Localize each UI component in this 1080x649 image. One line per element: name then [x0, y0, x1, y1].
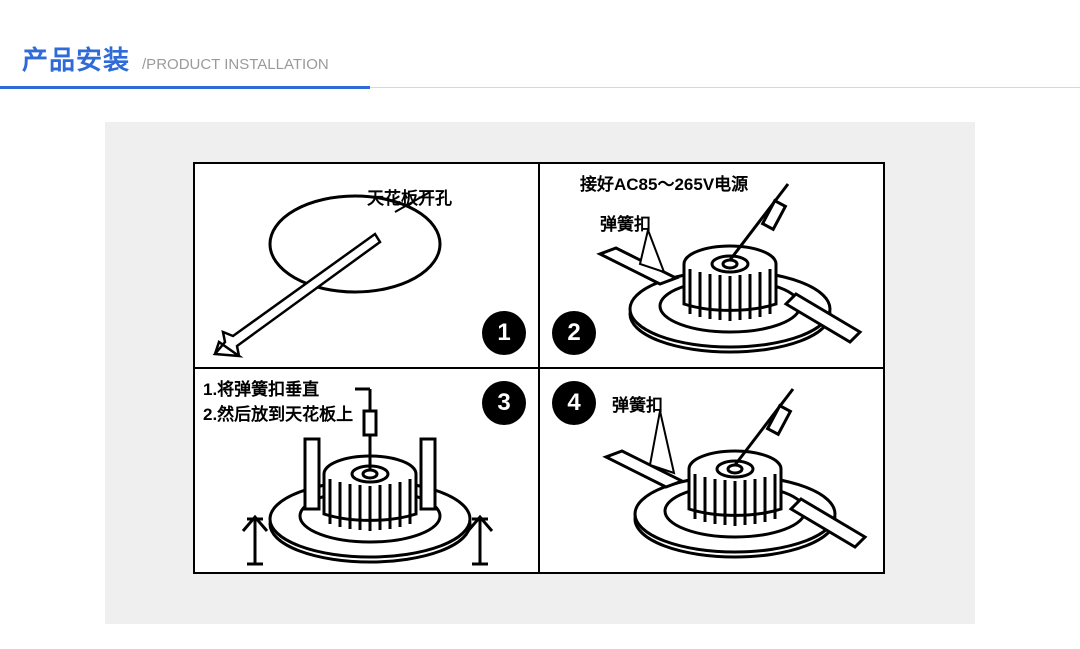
- step-panel-3: 1.将弹簧扣垂直 2.然后放到天花板上 3: [194, 368, 539, 573]
- diagram-canvas: 天花板开孔 1: [105, 122, 975, 624]
- step-2-label-1: 弹簧扣: [600, 210, 651, 235]
- header-underline: [0, 86, 370, 89]
- step-1-label-0: 天花板开孔: [367, 184, 452, 209]
- section-header: 产品安装 /PRODUCT INSTALLATION: [0, 0, 1080, 88]
- step-1-badge: 1: [482, 311, 526, 355]
- step-panel-2: 接好AC85～265V电源 弹簧扣 2: [539, 163, 884, 368]
- step-panel-1: 天花板开孔 1: [194, 163, 539, 368]
- header-title-en: /PRODUCT INSTALLATION: [142, 56, 329, 73]
- step-4-badge: 4: [552, 381, 596, 425]
- step-2-label-0: 接好AC85～265V电源: [580, 170, 748, 195]
- step-panel-4: 弹簧扣 4: [539, 368, 884, 573]
- header-title-cn: 产品安装: [22, 40, 130, 77]
- step-3-label-0: 1.将弹簧扣垂直 2.然后放到天花板上: [203, 375, 353, 425]
- step-4-label-0: 弹簧扣: [612, 391, 663, 416]
- step-3-badge: 3: [482, 381, 526, 425]
- step-2-badge: 2: [552, 311, 596, 355]
- diagram-grid: 天花板开孔 1: [193, 162, 885, 574]
